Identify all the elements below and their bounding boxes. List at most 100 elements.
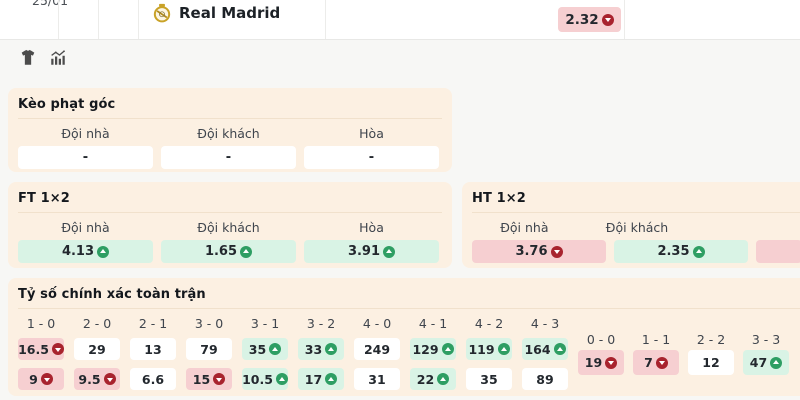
column-header-row: Đội nhà Đội khách <box>472 220 800 235</box>
odds-cell[interactable]: 29 <box>74 338 120 360</box>
odds-down-icon <box>51 343 64 355</box>
odds-value: 6.6 <box>141 371 165 387</box>
odds-cell[interactable]: 249 <box>354 338 400 360</box>
odds-value: 15 <box>192 371 211 387</box>
odds-value: 119 <box>468 341 495 357</box>
odds-value: 9 <box>29 371 38 387</box>
lineup-shirt-button[interactable] <box>18 48 38 68</box>
odds-cell[interactable]: 15 <box>186 368 232 390</box>
odds-cell[interactable]: - <box>18 146 153 169</box>
odds-value: 35 <box>480 371 498 387</box>
view-toolbar <box>18 48 68 68</box>
column-header: Hòa <box>359 126 384 141</box>
odds-up-icon <box>441 343 454 355</box>
odds-value: 10.5 <box>242 371 273 387</box>
odds-value: 3.76 <box>515 244 548 259</box>
ft-1x2-panel: FT 1×2 Đội nhà Đội khách Hòa 4.13 1.65 3.91 <box>8 182 452 268</box>
odds-cell[interactable]: 1.65 <box>161 240 296 263</box>
score-label: 4 - 2 <box>474 316 504 331</box>
match-odds-cell[interactable]: 2.32 <box>558 7 621 32</box>
odds-cell[interactable]: 3.76 <box>472 240 606 263</box>
odds-cell[interactable]: 4.13 <box>18 240 153 263</box>
bar-chart-icon <box>51 50 65 65</box>
odds-cell[interactable]: 7 <box>633 350 679 375</box>
odds-cell[interactable]: 79 <box>186 338 232 360</box>
divider <box>472 212 800 213</box>
odds-cell[interactable]: 35 <box>466 368 512 390</box>
ht-1x2-panel: HT 1×2 Đội nhà Đội khách 3.76 2.35 <box>462 182 800 268</box>
column-header <box>697 220 800 235</box>
score-label: 1 - 0 <box>26 316 56 331</box>
odds-cell[interactable]: 129 <box>410 338 456 360</box>
odds-value: 22 <box>416 371 435 387</box>
score-label: 2 - 2 <box>696 332 726 347</box>
odds-value: 47 <box>749 355 768 370</box>
section-title: FT 1×2 <box>18 191 70 206</box>
odds-cell[interactable]: 47 <box>743 350 789 375</box>
odds-value: 2.35 <box>657 244 690 259</box>
odds-up-icon <box>240 245 253 258</box>
odds-value: 89 <box>536 371 554 387</box>
odds-down-icon <box>605 356 618 369</box>
odds-up-icon <box>325 343 338 355</box>
column-header: Đội khách <box>197 126 260 141</box>
column-divider <box>98 0 99 39</box>
odds-cell[interactable]: 22 <box>410 368 456 390</box>
odds-cell[interactable]: 16.5 <box>18 338 64 360</box>
odds-value: 13 <box>144 341 162 357</box>
score-label: 2 - 0 <box>82 316 112 331</box>
score-label: 4 - 3 <box>530 316 560 331</box>
team-cell[interactable]: Real Madrid <box>152 1 280 25</box>
column-header: Đội nhà <box>500 220 549 235</box>
score-label: 3 - 3 <box>751 332 781 347</box>
score-label: 4 - 1 <box>418 316 448 331</box>
column-header-row: Đội nhà Đội khách Hòa <box>18 220 442 235</box>
odds-cell[interactable] <box>756 240 800 263</box>
odds-cell[interactable]: - <box>161 146 296 169</box>
score-label: 0 - 0 <box>586 332 616 347</box>
score-label: 4 - 0 <box>362 316 392 331</box>
odds-up-icon <box>553 343 566 355</box>
odds-up-icon <box>383 245 396 258</box>
odds-cell[interactable]: 33 <box>298 338 344 360</box>
odds-up-icon <box>770 356 783 369</box>
odds-cell-row: --- <box>18 146 442 169</box>
odds-chart-button[interactable] <box>48 48 68 68</box>
column-header: Hòa <box>359 220 384 235</box>
score-label: 3 - 2 <box>306 316 336 331</box>
odds-cell[interactable]: 6.6 <box>130 368 176 390</box>
odds-cell[interactable]: 31 <box>354 368 400 390</box>
column-header-row: Đội nhà Đội khách Hòa <box>18 126 442 141</box>
odds-cell[interactable]: 13 <box>130 338 176 360</box>
odds-down-icon <box>655 356 668 369</box>
odds-down-icon <box>103 373 116 385</box>
odds-cell[interactable]: 9 <box>18 368 64 390</box>
odds-cell[interactable]: 89 <box>522 368 568 390</box>
odds-down-icon <box>601 13 614 26</box>
odds-cell[interactable]: 9.5 <box>74 368 120 390</box>
odds-down-icon <box>213 373 226 385</box>
score-label: 2 - 1 <box>138 316 168 331</box>
odds-value: 33 <box>304 341 323 357</box>
odds-value: 9.5 <box>78 371 101 387</box>
odds-up-icon <box>497 343 510 355</box>
odds-down-icon <box>550 245 563 258</box>
odds-value: 79 <box>200 341 218 357</box>
column-header: Đội khách <box>605 220 669 235</box>
score-label: 3 - 1 <box>250 316 280 331</box>
odds-cell[interactable]: 10.5 <box>242 368 288 390</box>
odds-cell[interactable]: 12 <box>688 350 734 375</box>
odds-cell[interactable]: 35 <box>242 338 288 360</box>
odds-cell[interactable]: 19 <box>578 350 624 375</box>
odds-cell[interactable]: 17 <box>298 368 344 390</box>
odds-value: 17 <box>304 371 323 387</box>
team-logo-icon <box>153 3 171 23</box>
odds-value: - <box>82 150 89 165</box>
section-title: Kèo phạt góc <box>18 97 116 112</box>
odds-cell[interactable]: 164 <box>522 338 568 360</box>
odds-cell[interactable]: 3.91 <box>304 240 439 263</box>
odds-cell[interactable]: 119 <box>466 338 512 360</box>
column-header: Đội nhà <box>61 220 110 235</box>
odds-cell[interactable]: - <box>304 146 439 169</box>
odds-cell[interactable]: 2.35 <box>614 240 748 263</box>
